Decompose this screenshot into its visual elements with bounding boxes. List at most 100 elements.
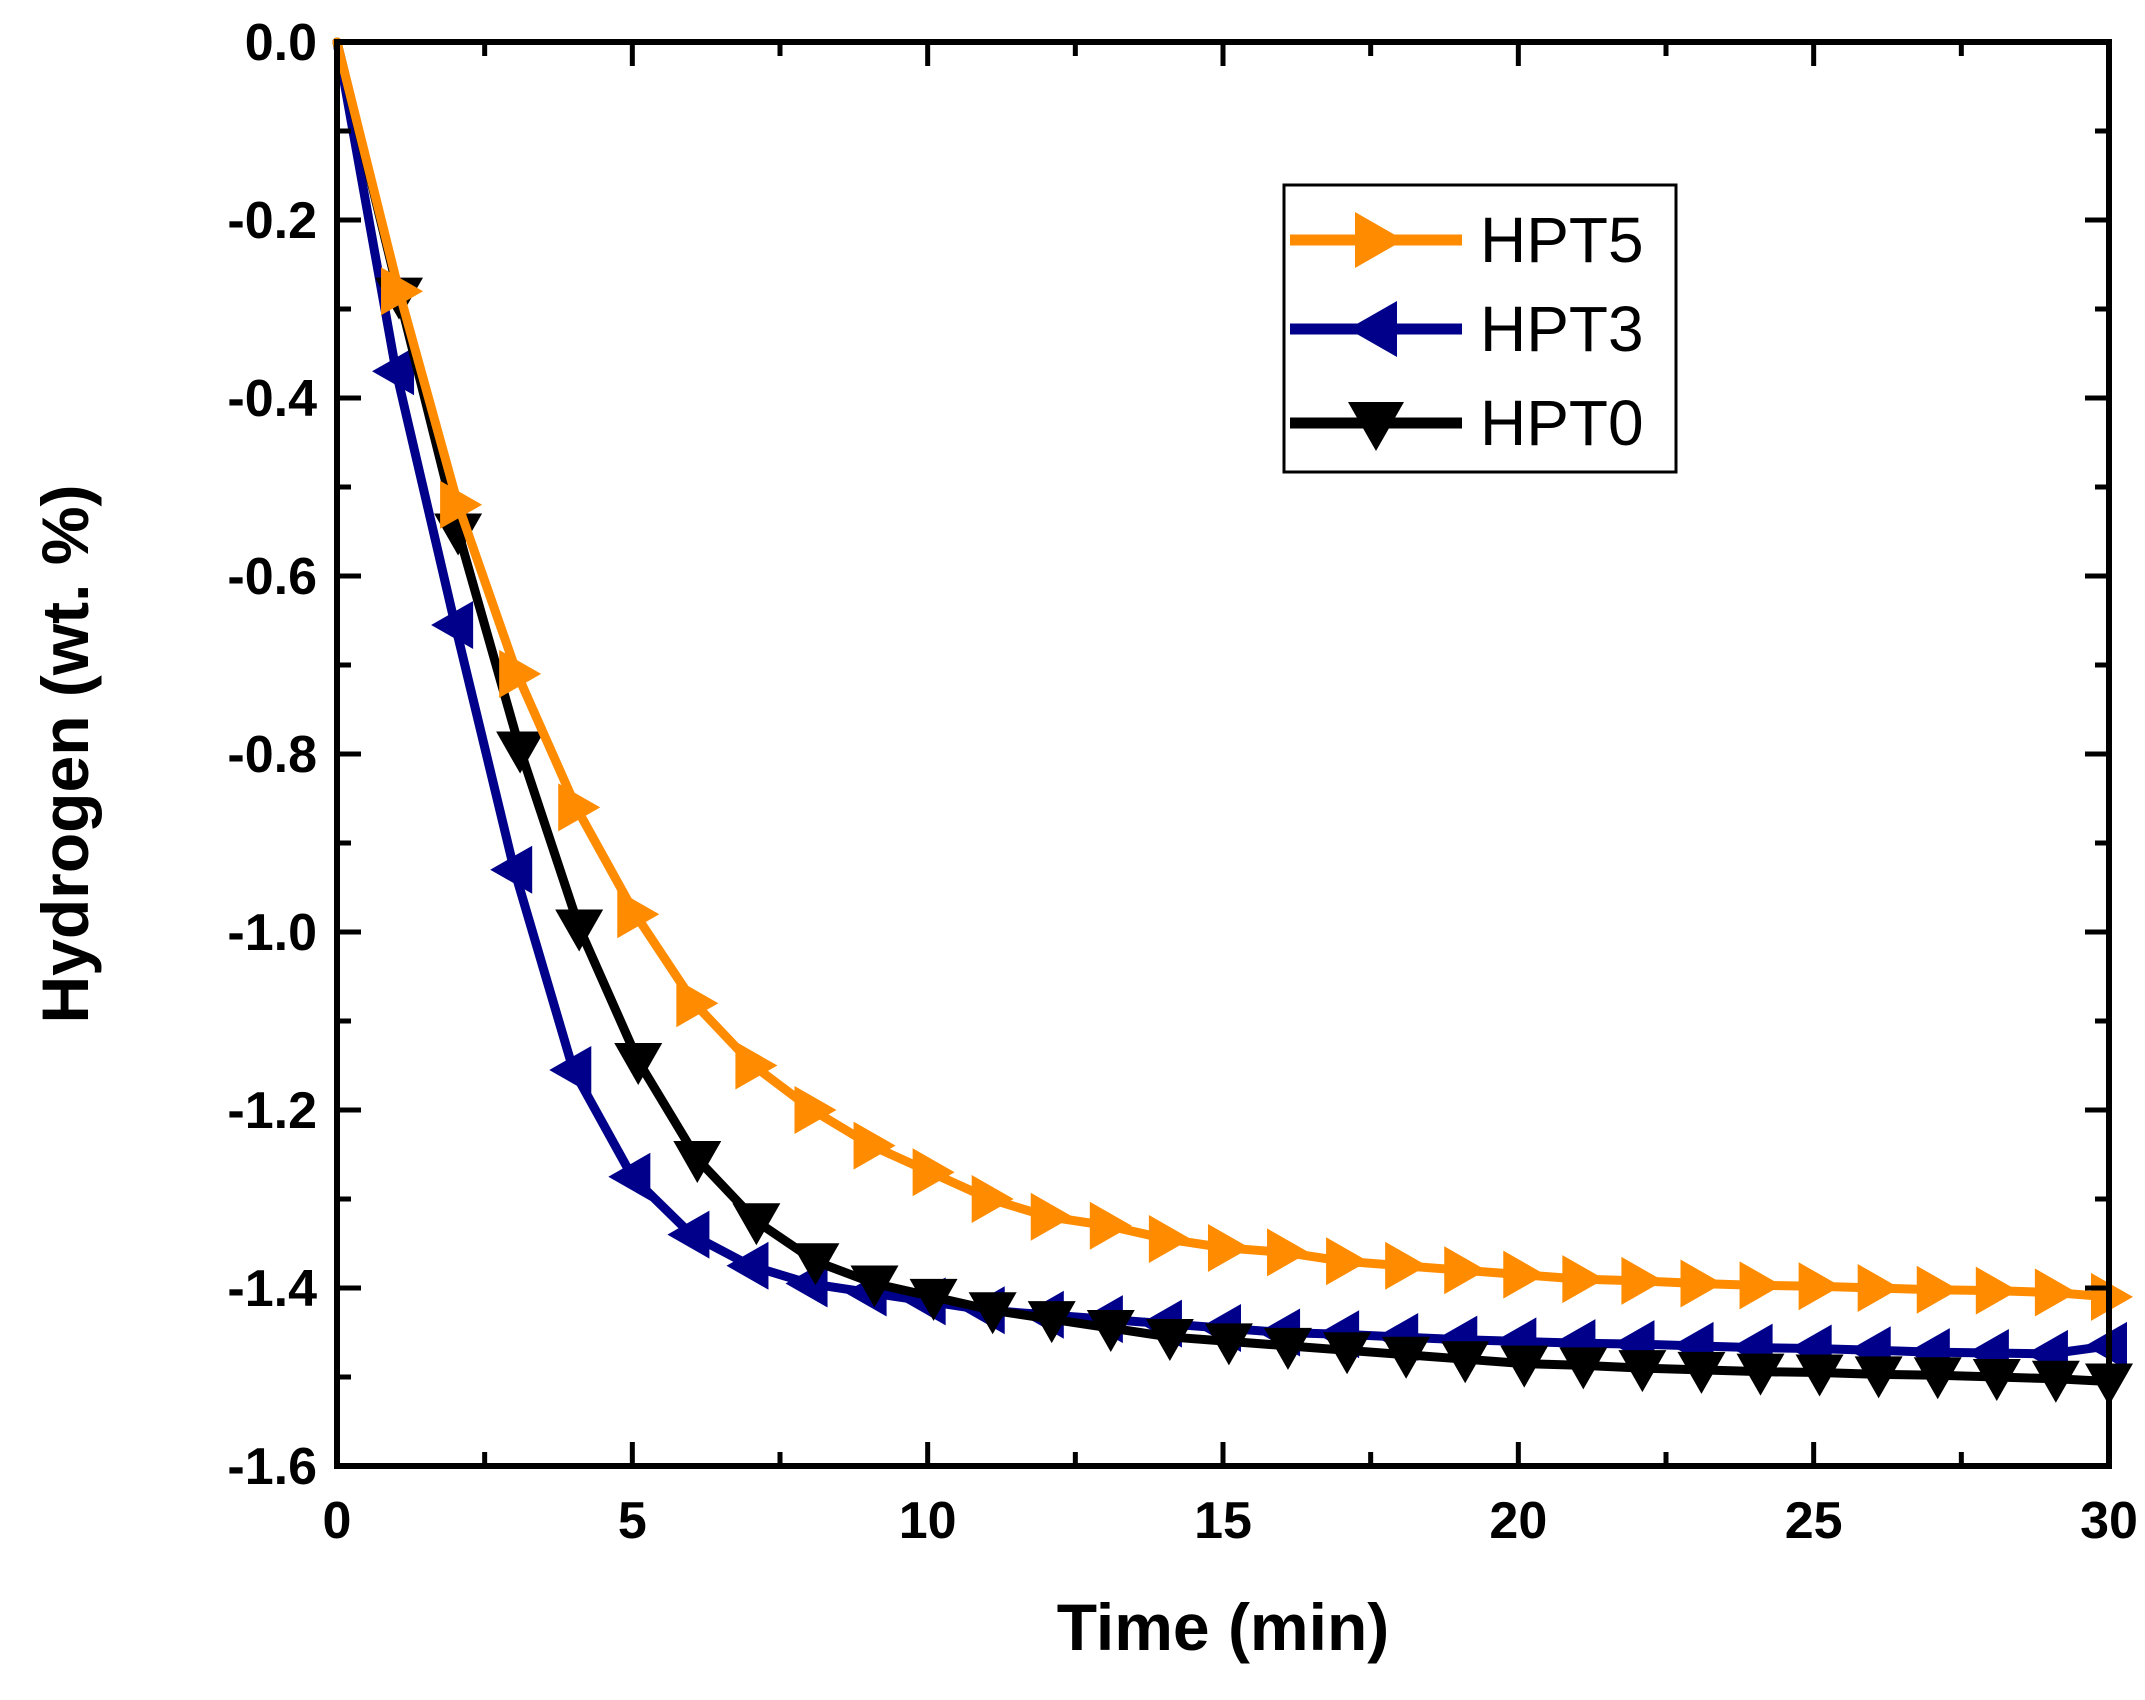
x-axis-title: Time (min) bbox=[1057, 1590, 1389, 1664]
data-point-hpt0 bbox=[2031, 1360, 2080, 1403]
data-point-hpt5 bbox=[1857, 1264, 1900, 1312]
data-point-hpt0 bbox=[1736, 1353, 1785, 1396]
data-point-hpt5 bbox=[1267, 1228, 1310, 1277]
y-tick-label: -1.6 bbox=[227, 1438, 317, 1496]
data-point-hpt0 bbox=[1795, 1354, 1844, 1397]
legend-item-hpt5: HPT5 bbox=[1290, 204, 1644, 276]
data-point-hpt5 bbox=[2034, 1268, 2077, 1317]
x-tick-label: 10 bbox=[899, 1492, 957, 1550]
data-point-hpt0 bbox=[614, 1043, 663, 1086]
data-point-hpt5 bbox=[735, 1041, 778, 1090]
data-point-hpt0 bbox=[1618, 1350, 1667, 1393]
y-tick-label: -0.6 bbox=[227, 548, 317, 606]
data-point-hpt5 bbox=[1798, 1262, 1841, 1311]
x-tick-label: 30 bbox=[2080, 1492, 2138, 1550]
data-point-hpt3 bbox=[549, 1045, 592, 1094]
x-tick-label: 25 bbox=[1785, 1492, 1843, 1550]
data-point-hpt0 bbox=[673, 1140, 722, 1183]
axes-layer: 0 5 10 15 20 25 30 0.0 -0.2 -0.4 -0.6 -0.8 -1.0 -1.2 -… bbox=[227, 14, 2138, 1550]
data-point-hpt5 bbox=[1326, 1237, 1369, 1286]
data-point-hpt0 bbox=[791, 1243, 840, 1286]
data-point-hpt0 bbox=[968, 1292, 1017, 1335]
data-point-hpt0 bbox=[1382, 1336, 1431, 1379]
data-point-hpt5 bbox=[1444, 1246, 1487, 1295]
series-line-hpt5 bbox=[332, 37, 2114, 1302]
data-point-hpt3 bbox=[431, 600, 474, 649]
data-point-hpt0 bbox=[1854, 1356, 1903, 1399]
data-point-hpt5 bbox=[1680, 1259, 1723, 1308]
series-hpt0 bbox=[332, 37, 2133, 1406]
x-tick-label: 5 bbox=[618, 1492, 647, 1550]
data-point-hpt5 bbox=[1030, 1192, 1073, 1241]
data-point-hpt5 bbox=[381, 267, 424, 316]
data-point-hpt0 bbox=[1972, 1359, 2021, 1401]
data-point-hpt5 bbox=[971, 1175, 1014, 1223]
legend-marker-hpt0 bbox=[1348, 402, 1404, 451]
x-tick-label: 0 bbox=[323, 1492, 352, 1550]
data-point-hpt3 bbox=[608, 1152, 651, 1201]
data-point-hpt0 bbox=[732, 1203, 781, 1246]
legend-marker-hpt3 bbox=[1348, 301, 1397, 357]
data-point-hpt0 bbox=[850, 1265, 899, 1308]
data-point-hpt5 bbox=[676, 979, 719, 1028]
x-tick-label: 15 bbox=[1194, 1492, 1252, 1550]
y-tick-label: 0.0 bbox=[245, 14, 317, 72]
series-hpt3 bbox=[332, 37, 2127, 1378]
data-point-hpt0 bbox=[1027, 1301, 1076, 1344]
legend-label-hpt5: HPT5 bbox=[1480, 204, 1644, 276]
data-point-hpt5 bbox=[1739, 1261, 1782, 1310]
legend: HPT5 HPT3 HPT0 bbox=[1282, 183, 1678, 474]
data-point-hpt5 bbox=[499, 649, 542, 698]
data-point-hpt0 bbox=[1441, 1341, 1490, 1384]
data-point-hpt0 bbox=[555, 909, 604, 952]
y-tick-label: -1.2 bbox=[227, 1082, 317, 1140]
y-tick-label: -1.4 bbox=[227, 1260, 317, 1318]
legend-symbol-hpt0 bbox=[1290, 402, 1462, 451]
data-point-hpt5 bbox=[558, 783, 601, 832]
data-point-hpt5 bbox=[1385, 1241, 1428, 1290]
y-tick-label: -0.4 bbox=[227, 370, 317, 428]
data-point-hpt5 bbox=[1207, 1223, 1250, 1272]
legend-item-hpt3: HPT3 bbox=[1290, 293, 1644, 365]
data-point-hpt5 bbox=[1562, 1255, 1605, 1304]
y-axis-title: Hydrogen (wt. %) bbox=[28, 485, 102, 1024]
data-point-hpt0 bbox=[1913, 1357, 1962, 1400]
data-point-hpt5 bbox=[1089, 1201, 1132, 1250]
legend-item-hpt0: HPT0 bbox=[1290, 387, 1644, 459]
y-tick-label: -0.8 bbox=[227, 726, 317, 784]
data-point-hpt0 bbox=[1263, 1327, 1312, 1370]
data-point-hpt0 bbox=[1559, 1347, 1608, 1390]
y-tick-label: -1.0 bbox=[227, 904, 317, 962]
data-point-hpt5 bbox=[794, 1086, 837, 1134]
data-point-hpt5 bbox=[853, 1121, 896, 1170]
data-point-hpt3 bbox=[726, 1241, 769, 1290]
data-point-hpt5 bbox=[1975, 1266, 2018, 1315]
data-point-hpt0 bbox=[1677, 1351, 1726, 1394]
legend-label-hpt0: HPT0 bbox=[1480, 387, 1644, 459]
data-point-hpt5 bbox=[1503, 1250, 1546, 1299]
data-point-hpt3 bbox=[667, 1210, 710, 1259]
data-point-hpt0 bbox=[1145, 1318, 1194, 1361]
data-point-hpt0 bbox=[1204, 1323, 1253, 1366]
data-point-hpt5 bbox=[617, 890, 660, 939]
series-line-hpt3 bbox=[332, 37, 2114, 1359]
x-tick-label: 20 bbox=[1489, 1492, 1547, 1550]
data-point-hpt5 bbox=[1148, 1215, 1191, 1264]
series-line-hpt0 bbox=[332, 37, 2114, 1386]
y-tick-label: -0.2 bbox=[227, 192, 317, 250]
data-point-hpt0 bbox=[1086, 1310, 1135, 1353]
data-point-hpt0 bbox=[1323, 1332, 1372, 1375]
data-point-hpt0 bbox=[496, 731, 545, 774]
data-point-hpt3 bbox=[372, 347, 415, 396]
data-point-hpt3 bbox=[490, 845, 533, 894]
data-point-hpt5 bbox=[912, 1148, 955, 1197]
data-point-hpt0 bbox=[909, 1278, 958, 1321]
data-point-hpt0 bbox=[1500, 1345, 1549, 1388]
legend-label-hpt3: HPT3 bbox=[1480, 293, 1644, 365]
legend-symbol-hpt5 bbox=[1290, 212, 1462, 268]
data-point-hpt5 bbox=[1916, 1265, 1959, 1314]
data-point-hpt5 bbox=[1621, 1256, 1664, 1305]
series-layer bbox=[332, 37, 2133, 1406]
data-point-hpt5 bbox=[440, 480, 483, 529]
